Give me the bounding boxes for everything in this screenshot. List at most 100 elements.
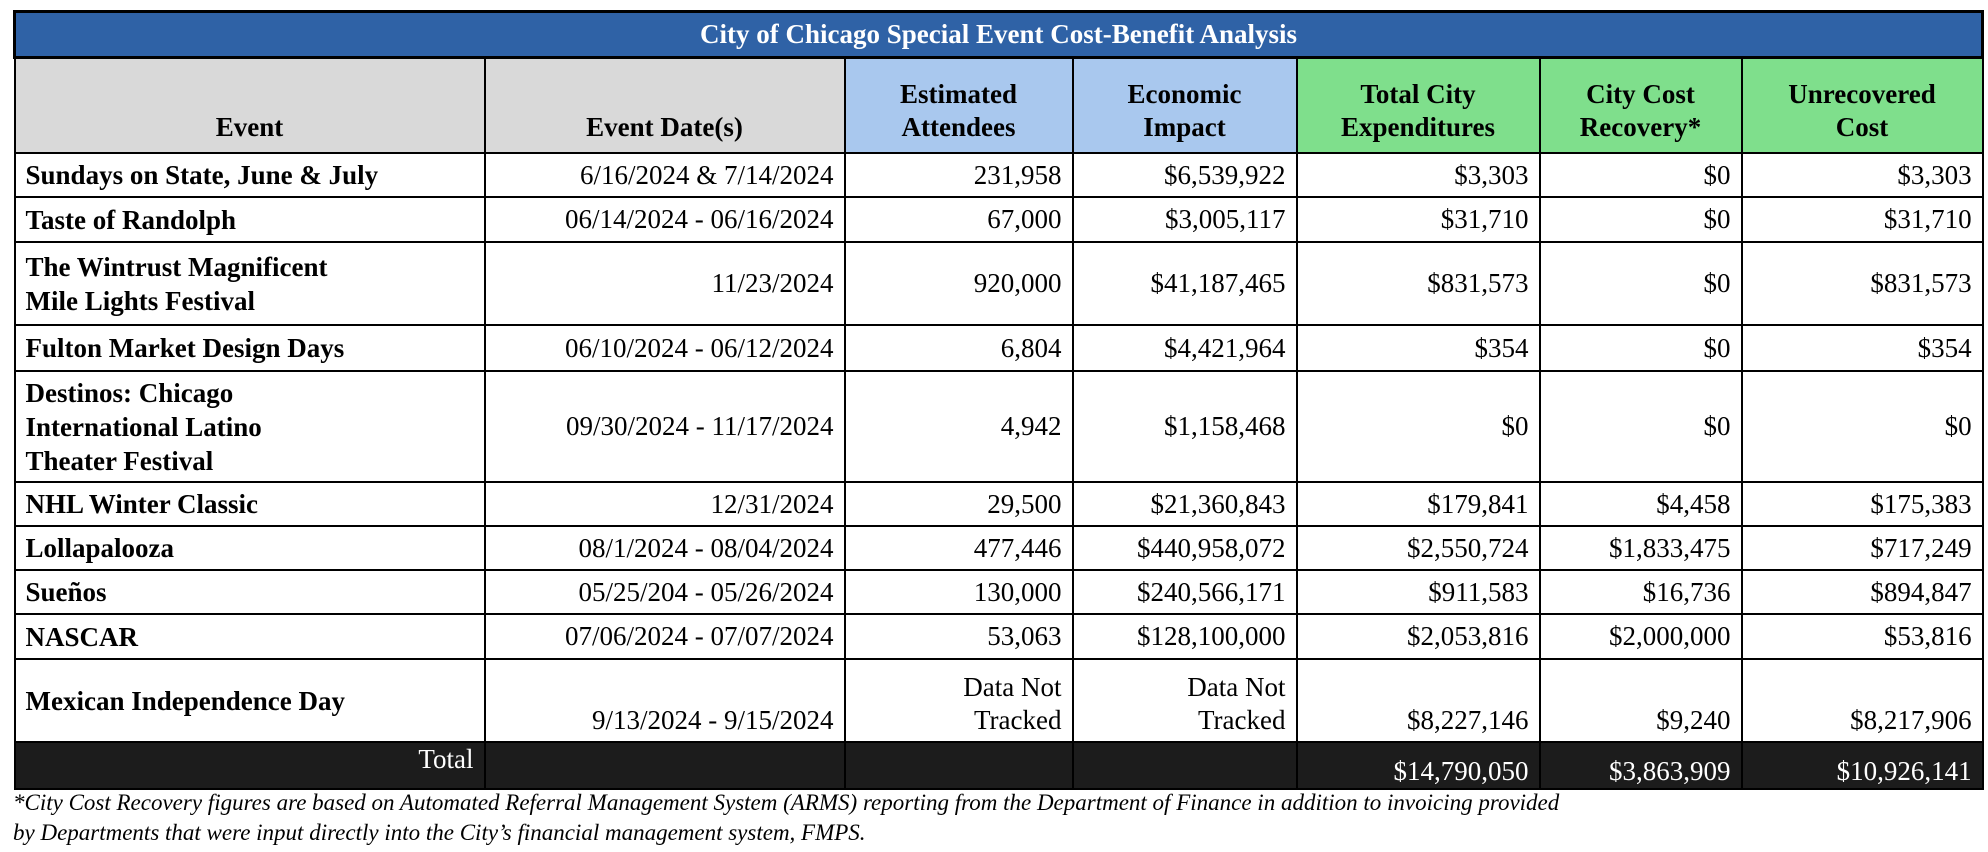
cell: $175,383 xyxy=(1740,481,1984,527)
cell-line: 231,958 xyxy=(973,159,1062,190)
cell-line: $21,360,843 xyxy=(1150,488,1286,519)
total-value: $3,863,909 xyxy=(1538,741,1743,790)
cell-line: Destinos: Chicago xyxy=(25,377,234,408)
cell: $21,360,843 xyxy=(1071,481,1298,527)
cell-line: Fulton Market Design Days xyxy=(25,333,345,363)
cell-line: Tracked xyxy=(974,705,1062,735)
cell: $894,847 xyxy=(1740,569,1984,615)
column-header: Total City Expenditures xyxy=(1295,56,1541,154)
cell-line: 53,063 xyxy=(987,621,1062,651)
cell: 12/31/2024 xyxy=(483,481,846,527)
data-row: The Wintrust Magnificent Mile Lights Fest… xyxy=(13,241,1984,326)
cell: $911,583 xyxy=(1295,569,1541,615)
cell: $128,100,000 xyxy=(1071,613,1298,660)
cell: 67,000 xyxy=(843,196,1074,243)
cell: $440,958,072 xyxy=(1071,525,1298,571)
cell: $0 xyxy=(1538,196,1743,243)
cell: $41,187,465 xyxy=(1071,241,1298,326)
cell: 09/30/2024 - 11/17/2024 xyxy=(483,370,846,483)
cell: $31,710 xyxy=(1295,196,1541,243)
data-row: NASCAR 07/06/2024 - 07/07/2024 53,063 $128,… xyxy=(13,613,1984,660)
cell: $4,458 xyxy=(1538,481,1743,527)
cell-line: 6,804 xyxy=(1000,332,1062,363)
column-header: Event xyxy=(13,56,486,154)
cell-line: Data Not xyxy=(1187,672,1286,702)
data-row: Destinos: Chicago International Latino The… xyxy=(13,370,1984,483)
cell-line: 29,500 xyxy=(987,488,1062,519)
cell: $354 xyxy=(1740,324,1984,372)
cell-line: Unrecovered xyxy=(1788,79,1936,109)
cell: $0 xyxy=(1740,370,1984,483)
cell-line: Sundays on State, June & July xyxy=(25,160,379,190)
cell: $354 xyxy=(1295,324,1541,372)
cell: $4,421,964 xyxy=(1071,324,1298,372)
event-name: Lollapalooza xyxy=(13,525,486,571)
table-title: City of Chicago Special Event Cost-Benef… xyxy=(12,10,1985,59)
event-name: Fulton Market Design Days xyxy=(13,324,486,372)
cell: $8,227,146 xyxy=(1295,658,1541,743)
cell: 4,942 xyxy=(843,370,1074,483)
event-name: NHL Winter Classic xyxy=(13,481,486,527)
cell: $717,249 xyxy=(1740,525,1984,571)
cell: 477,446 xyxy=(843,525,1074,571)
cell: $53,816 xyxy=(1740,613,1984,660)
cell-line: City Cost xyxy=(1586,79,1695,109)
cell: $31,710 xyxy=(1740,196,1984,243)
event-name: Sundays on State, June & July xyxy=(13,152,486,198)
cell-line: NHL Winter Classic xyxy=(25,489,259,519)
cell-line: Economic xyxy=(1127,79,1242,109)
empty-cell xyxy=(843,741,1074,790)
cell-line: Theater Festival xyxy=(25,445,214,476)
cell-line: $440,958,072 xyxy=(1137,532,1286,563)
cell-line: Mile Lights Festival xyxy=(25,285,255,316)
data-row: Sueños 05/25/204 - 05/26/2024 130,000 $240,… xyxy=(13,569,1984,615)
cell-line: Estimated xyxy=(900,79,1017,109)
cell: $1,833,475 xyxy=(1538,525,1743,571)
cell: $179,841 xyxy=(1295,481,1541,527)
cell: $831,573 xyxy=(1295,241,1541,326)
data-row: Fulton Market Design Days 06/10/2024 - 06… xyxy=(13,324,1984,372)
cell-line: by Departments that were input directly … xyxy=(13,820,866,845)
cell: $0 xyxy=(1538,370,1743,483)
cell: $831,573 xyxy=(1740,241,1984,326)
cell: 07/06/2024 - 07/07/2024 xyxy=(483,613,846,660)
cell-line: International Latino xyxy=(25,411,262,442)
data-row: Sundays on State, June & July 6/16/2024 &… xyxy=(13,152,1984,198)
data-row: Mexican Independence Day 9/13/2024 - 9/15… xyxy=(13,658,1984,743)
cell: 6/16/2024 & 7/14/2024 xyxy=(483,152,846,198)
data-row: Lollapalooza 08/1/2024 - 08/04/2024 477,44… xyxy=(13,525,1984,571)
data-row: NHL Winter Classic 12/31/2024 29,500 $21,36… xyxy=(13,481,1984,527)
cell-line: Event Date(s) xyxy=(586,112,743,142)
cell: 06/14/2024 - 06/16/2024 xyxy=(483,196,846,243)
cell: $16,736 xyxy=(1538,569,1743,615)
cell: $240,566,171 xyxy=(1071,569,1298,615)
cell: 920,000 xyxy=(843,241,1074,326)
cell-line: $6,539,922 xyxy=(1164,159,1286,190)
cell: $3,005,117 xyxy=(1071,196,1298,243)
cell-line: 920,000 xyxy=(973,268,1062,298)
cell-line: $1,158,468 xyxy=(1164,411,1286,441)
table-container: City of Chicago Special Event Cost-Benef… xyxy=(12,10,1985,790)
column-header: Unrecovered Cost xyxy=(1740,56,1984,154)
cell-line: 130,000 xyxy=(973,576,1062,607)
cell: 08/1/2024 - 08/04/2024 xyxy=(483,525,846,571)
cell-line: $4,421,964 xyxy=(1164,332,1286,363)
cell: $9,240 xyxy=(1538,658,1743,743)
event-name: Taste of Randolph xyxy=(13,196,486,243)
cell-line: Impact xyxy=(1143,112,1226,142)
footnote: *City Cost Recovery figures are based on… xyxy=(13,788,1559,848)
column-header: Estimated Attendees xyxy=(843,56,1074,154)
cell: 05/25/204 - 05/26/2024 xyxy=(483,569,846,615)
cell: 6,804 xyxy=(843,324,1074,372)
event-name: NASCAR xyxy=(13,613,486,660)
cell-line: $3,005,117 xyxy=(1165,204,1286,234)
cell: $2,000,000 xyxy=(1538,613,1743,660)
cell-line: $41,187,465 xyxy=(1150,268,1286,298)
cell: $1,158,468 xyxy=(1071,370,1298,483)
cell: 29,500 xyxy=(843,481,1074,527)
cell-line: Data Not xyxy=(963,672,1062,702)
cell: $3,303 xyxy=(1295,152,1541,198)
cell-line: $240,566,171 xyxy=(1137,576,1286,607)
cell: $0 xyxy=(1538,241,1743,326)
event-name: Mexican Independence Day xyxy=(13,658,486,743)
